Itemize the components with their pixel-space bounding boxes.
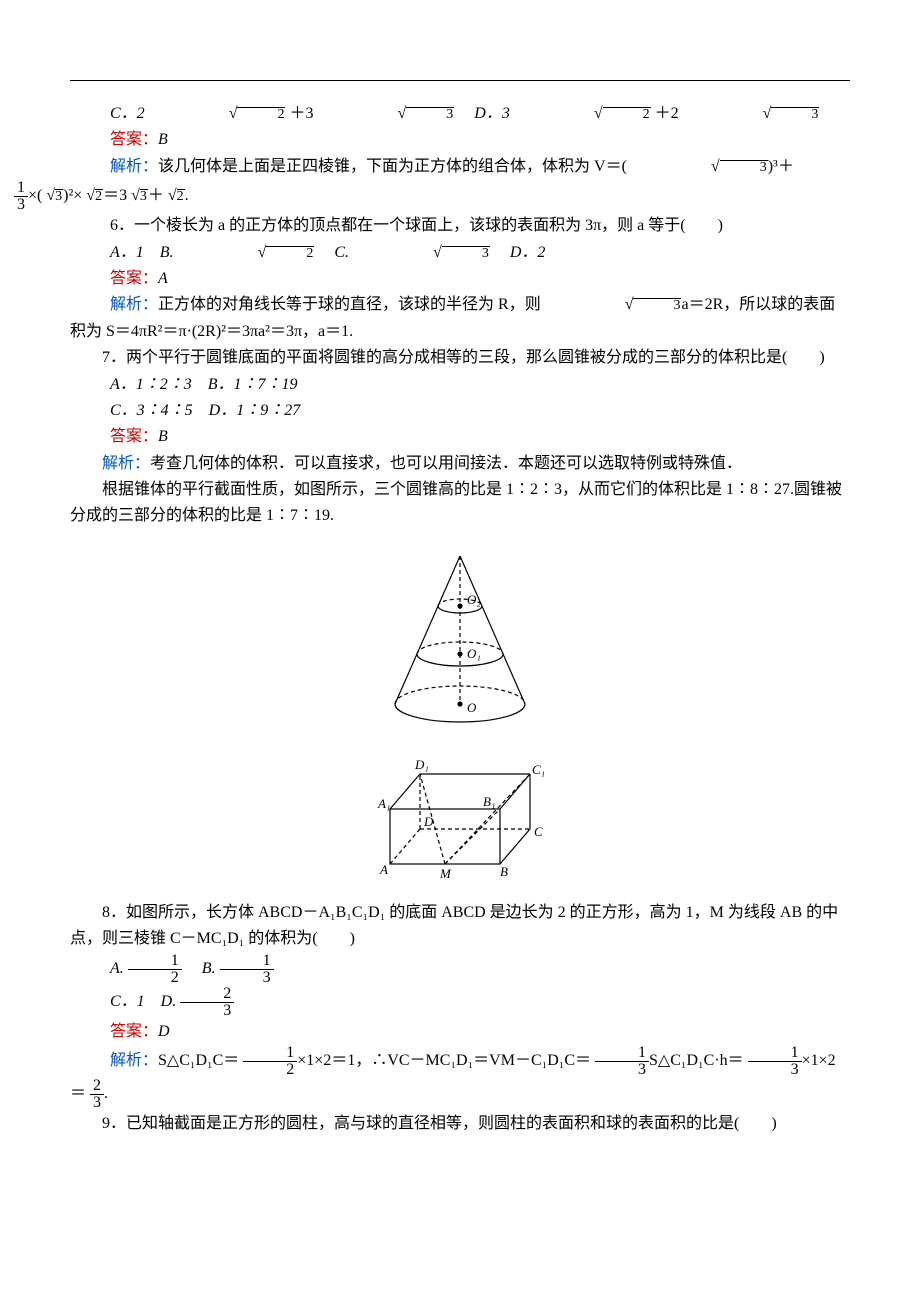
svg-text:A₁: A₁ [377,796,390,811]
svg-text:O₂: O₂ [467,592,481,607]
svg-text:O: O [467,700,477,715]
q6-answer: 答案：A [70,266,850,292]
q7-options-cd: C．3∶4∶5 D．1∶9∶27 [70,398,850,424]
q8-text: 8．如图所示，长方体 ABCD－A₁B₁C₁D₁ 的底面 ABCD 是边长为 2… [70,900,850,953]
svg-text:D₁: D₁ [414,757,429,772]
q8-options-ab: A. 12 B. 13 [70,953,850,986]
svg-text:O₁: O₁ [467,646,481,661]
q7-analysis: 解析：考查几何体的体积．可以直接求，也可以用间接法．本题还可以选取特例或特殊值． [70,451,850,477]
q8-options-cd: C．1 D. 23 [70,986,850,1019]
q6-analysis: 解析：正方体的对角线长等于球的直径，该球的半径为 R，则 √3a＝2R，所以球的… [70,292,850,345]
q7-followup: 根据锥体的平行截面性质，如图所示，三个圆锥高的比是 1∶2∶3，从而它们的体积比… [70,477,850,530]
svg-text:C₁: C₁ [532,762,545,777]
q8-answer: 答案：D [70,1019,850,1045]
q8-analysis: 解析：S△C₁D₁C＝ 12×1×2＝1，∴VC－MC₁D₁＝VM－C₁D₁C＝… [70,1045,850,1078]
q5-analysis-line2: 13×( √3)²× √2＝3 √3＋ √2. [14,180,850,213]
cuboid-figure: A B C D A₁ B₁ C₁ D₁ M [360,744,560,884]
q5-options: C．2 √2 ＋3 √3 D．3 √2 ＋2 √3 [70,101,850,127]
figures: O O₁ O₂ [70,546,850,884]
cone-figure: O O₁ O₂ [375,546,545,736]
svg-text:D: D [423,814,434,829]
q8-analysis-line2: ＝ 23. [70,1078,850,1111]
svg-text:C: C [534,824,543,839]
svg-text:A: A [379,862,388,877]
q7-options-ab: A．1∶2∶3 B．1∶7∶19 [70,372,850,398]
q5-answer: 答案：B [70,127,850,153]
answer-label: 答案： [110,131,158,148]
svg-text:B: B [500,864,508,879]
q5-optC: C．2 [110,105,149,122]
q5-analysis: 解析：该几何体是上面是正四棱锥，下面为正方体的组合体，体积为 V＝( √3)³＋ [70,154,850,180]
header-rule [70,80,850,81]
svg-text:B₁: B₁ [483,794,495,809]
q6-options: A．1 B. √2 C. √3 D．2 [70,240,850,266]
svg-text:M: M [439,866,452,881]
analysis-label: 解析： [110,158,158,175]
q9-text: 9．已知轴截面是正方形的圆柱，高与球的直径相等，则圆柱的表面积和球的表面积的比是… [70,1111,850,1137]
q7-answer: 答案：B [70,424,850,450]
q7-text: 7．两个平行于圆锥底面的平面将圆锥的高分成相等的三段，那么圆锥被分成的三部分的体… [70,345,850,371]
q6-text: 6．一个棱长为 a 的正方体的顶点都在一个球面上，该球的表面积为 3π，则 a … [70,213,850,239]
